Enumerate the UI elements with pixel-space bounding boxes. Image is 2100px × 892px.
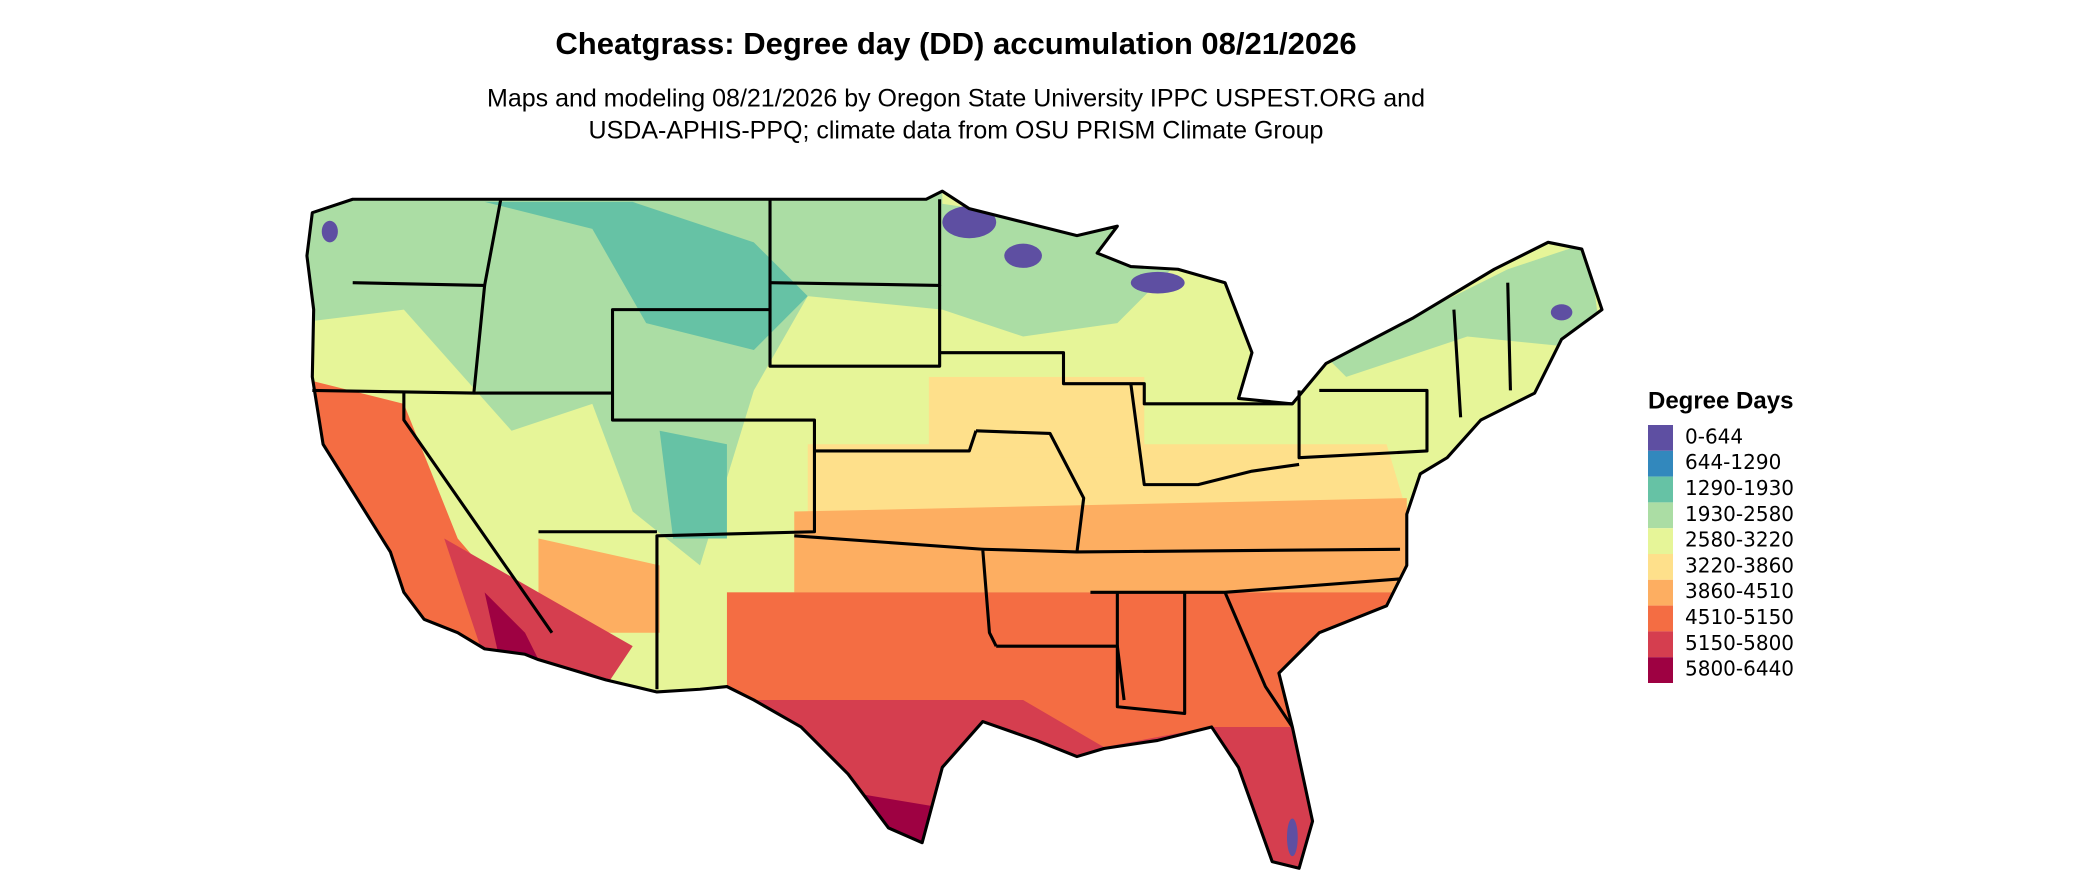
legend-swatch bbox=[1648, 425, 1673, 451]
legend-title: Degree Days bbox=[1648, 387, 1793, 414]
legend-label: 1930-2580 bbox=[1685, 502, 1794, 526]
map-title: Cheatgrass: Degree day (DD) accumulation… bbox=[555, 26, 1356, 61]
legend-label: 3860-4510 bbox=[1685, 579, 1794, 603]
subtitle-line: Maps and modeling 08/21/2026 by Oregon S… bbox=[487, 85, 1425, 113]
legend-swatch bbox=[1648, 579, 1673, 606]
legend-swatch bbox=[1648, 450, 1673, 477]
legend-swatch bbox=[1648, 476, 1673, 503]
country-border bbox=[305, 189, 1604, 870]
legend-label: 4510-5150 bbox=[1685, 605, 1794, 629]
legend-swatch bbox=[1648, 605, 1673, 632]
legend-label: 3220-3860 bbox=[1685, 553, 1794, 577]
legend-label: 5150-5800 bbox=[1685, 631, 1794, 655]
legend-label: 0-644 bbox=[1685, 424, 1743, 448]
state-borders bbox=[312, 198, 1512, 728]
legend-label: 5800-6440 bbox=[1685, 657, 1794, 681]
map bbox=[305, 189, 1604, 870]
legend-label: 1290-1930 bbox=[1685, 476, 1794, 500]
subtitle-line: USDA-APHIS-PPQ; climate data from OSU PR… bbox=[589, 117, 1324, 145]
legend-label: 2580-3220 bbox=[1685, 528, 1794, 552]
legend-swatch bbox=[1648, 502, 1673, 529]
legend-swatch bbox=[1648, 554, 1673, 580]
legend-swatch bbox=[1648, 657, 1673, 683]
legend-label: 644-1290 bbox=[1685, 450, 1781, 474]
degree-day-raster bbox=[306, 191, 1602, 869]
legend-swatch bbox=[1648, 528, 1673, 554]
legend-swatch bbox=[1648, 631, 1673, 658]
